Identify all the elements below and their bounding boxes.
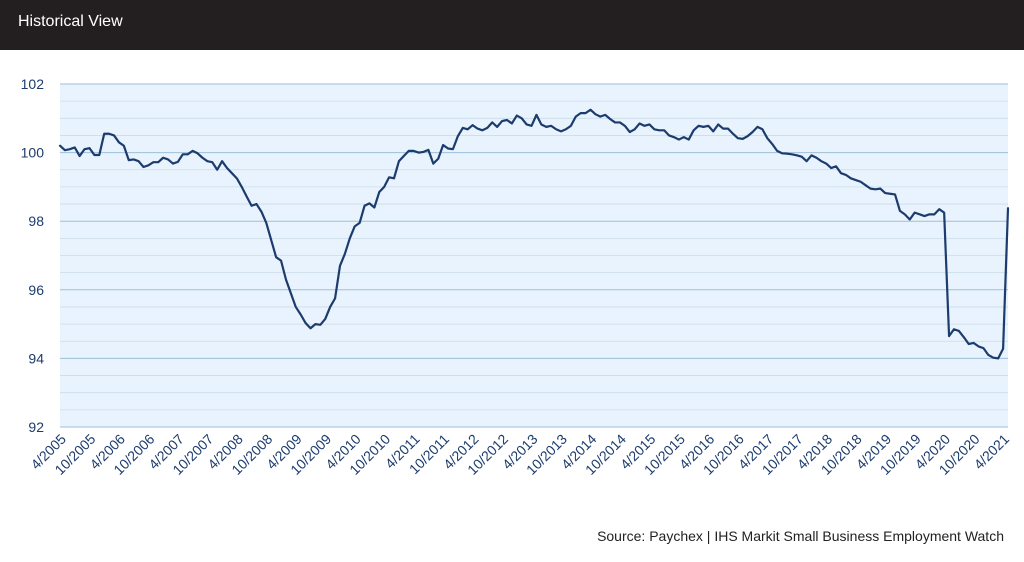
header-bar: Historical View xyxy=(0,0,1024,50)
y-axis-ticks: 92 94 96 98 100 102 xyxy=(21,76,45,435)
series-layer xyxy=(58,108,1010,360)
y-tick-label: 98 xyxy=(28,213,44,229)
x-axis-ticks: 4/200510/20054/200610/20064/200710/20074… xyxy=(27,431,1012,478)
series-line xyxy=(58,108,1010,360)
source-note: Source: Paychex | IHS Markit Small Busin… xyxy=(597,528,1004,544)
y-tick-label: 92 xyxy=(28,419,44,435)
y-tick-label: 100 xyxy=(21,145,45,161)
y-tick-label: 96 xyxy=(28,282,44,298)
page-title: Historical View xyxy=(18,13,123,30)
gridlines xyxy=(60,83,1008,428)
y-tick-label: 94 xyxy=(28,350,44,366)
y-tick-label: 102 xyxy=(21,76,45,92)
